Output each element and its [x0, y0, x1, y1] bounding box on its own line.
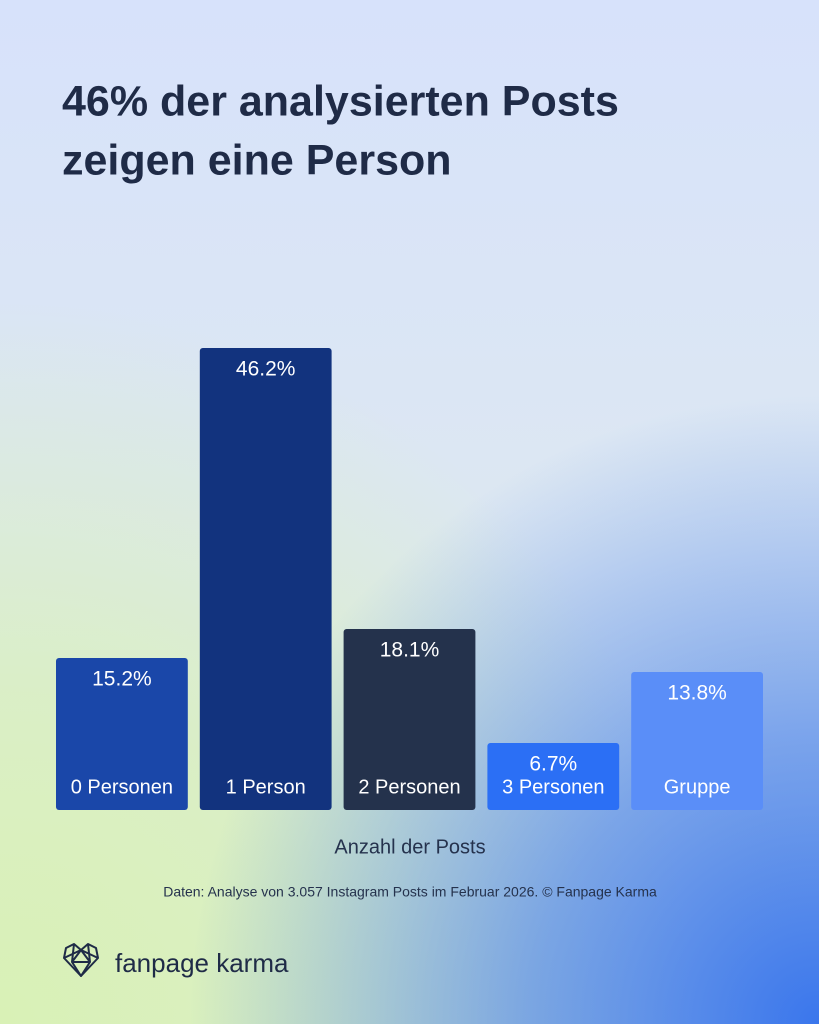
chart-title: 46% der analysierten Posts	[62, 77, 619, 125]
brand-name: fanpage karma	[115, 948, 289, 978]
source-note: Daten: Analyse von 3.057 Instagram Posts…	[163, 884, 657, 900]
bar	[199, 348, 332, 810]
category-label: Gruppe	[664, 776, 731, 798]
bar	[487, 743, 620, 810]
bar	[343, 629, 476, 810]
bar	[56, 658, 188, 810]
value-label: 15.2%	[92, 668, 152, 691]
category-label: 2 Personen	[358, 776, 460, 798]
value-label: 18.1%	[380, 639, 440, 662]
brand-logo	[63, 943, 99, 977]
category-label: 3 Personen	[502, 776, 604, 798]
category-label: 1 Person	[226, 776, 306, 798]
x-axis-label: Anzahl der Posts	[334, 836, 485, 858]
chart-title: zeigen eine Person	[62, 136, 452, 184]
value-label: 46.2%	[236, 358, 296, 381]
value-label: 13.8%	[667, 682, 727, 705]
bar	[631, 672, 763, 810]
category-label: 0 Personen	[71, 776, 173, 798]
value-label: 6.7%	[529, 753, 577, 776]
